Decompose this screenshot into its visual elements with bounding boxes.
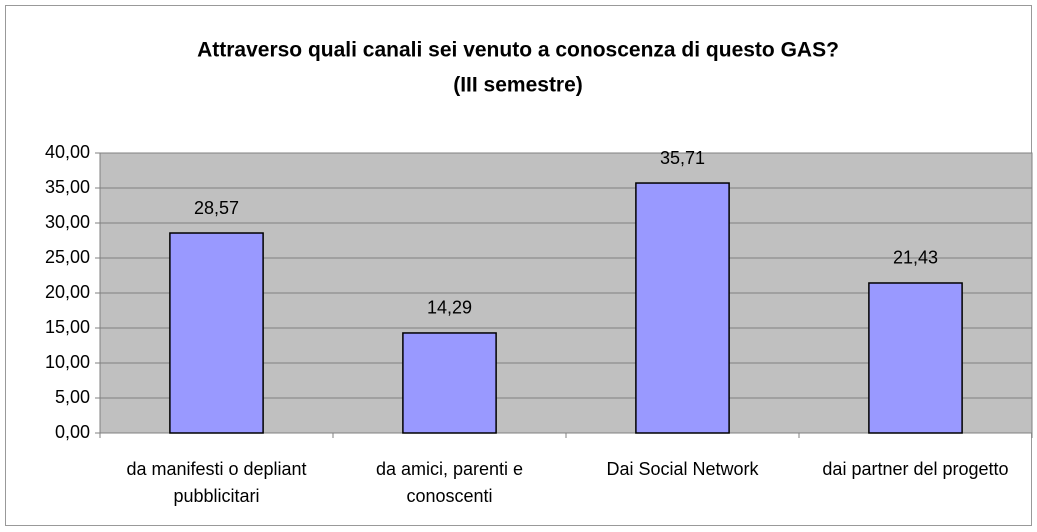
x-tick-label: Dai Social Network — [606, 459, 759, 479]
x-tick-label: da manifesti o depliant — [126, 459, 306, 479]
data-label: 28,57 — [194, 198, 239, 218]
x-tick-label: dai partner del progetto — [822, 459, 1008, 479]
y-tick-label: 15,00 — [45, 317, 90, 337]
x-tick-label: da amici, parenti e — [376, 459, 523, 479]
chart-title: Attraverso quali canali sei venuto a con… — [197, 39, 839, 62]
x-tick-label: conoscenti — [406, 486, 492, 506]
bar — [635, 182, 730, 434]
y-tick-label: 25,00 — [45, 247, 90, 267]
data-label: 14,29 — [427, 298, 472, 318]
y-tick-label: 30,00 — [45, 212, 90, 232]
y-tick-label: 5,00 — [55, 387, 90, 407]
y-tick-label: 35,00 — [45, 177, 90, 197]
y-tick-label: 40,00 — [45, 142, 90, 162]
bar — [868, 282, 963, 434]
x-tick-label: pubblicitari — [173, 486, 259, 506]
y-tick-label: 10,00 — [45, 352, 90, 372]
y-tick-label: 20,00 — [45, 282, 90, 302]
y-tick-label: 0,00 — [55, 422, 90, 442]
data-label: 35,71 — [660, 148, 705, 168]
chart-subtitle: (III semestre) — [453, 74, 583, 97]
bar — [402, 332, 497, 434]
bar — [169, 232, 264, 434]
data-label: 21,43 — [893, 248, 938, 268]
